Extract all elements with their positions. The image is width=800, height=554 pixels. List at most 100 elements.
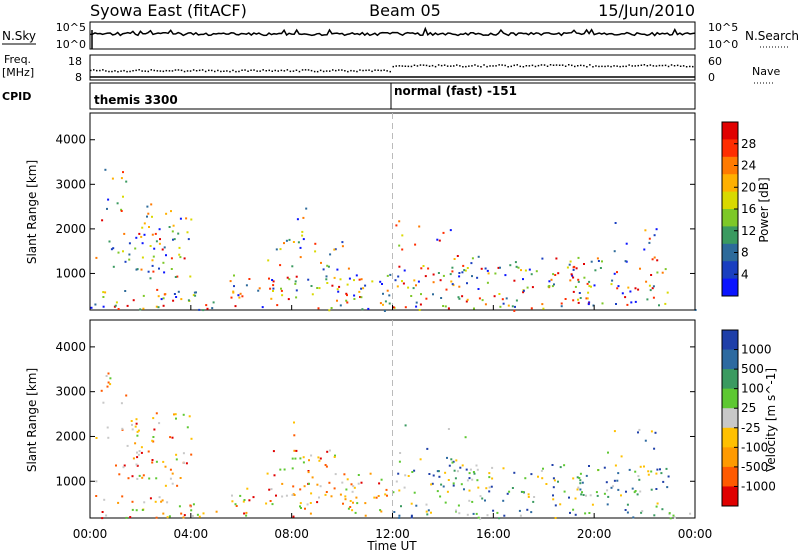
echo-cell: [105, 375, 108, 377]
echo-cell: [179, 217, 182, 220]
echo-cell: [215, 510, 218, 513]
echo-cell: [579, 297, 582, 299]
echo-cell: [553, 283, 555, 286]
echo-cell: [540, 469, 543, 472]
colorbar-swatch: [722, 243, 738, 262]
echo-cell: [177, 232, 180, 235]
echo-cell: [334, 248, 337, 251]
echo-cell: [639, 490, 642, 493]
echo-cell: [451, 283, 454, 286]
echo-cell: [102, 296, 105, 298]
echo-cell: [382, 303, 384, 306]
freq-point: [440, 64, 443, 67]
echo-cell: [400, 505, 402, 508]
freq-point: [555, 64, 558, 66]
nsearch-tick-top: 10^5: [708, 21, 738, 34]
echo-cell: [95, 480, 98, 483]
echo-cell: [603, 466, 606, 469]
echo-cell: [171, 482, 174, 485]
echo-cell: [472, 512, 475, 515]
echo-cell: [155, 516, 158, 519]
echo-cell: [293, 421, 295, 424]
echo-cell: [398, 460, 401, 463]
echo-cell: [530, 307, 533, 310]
echo-cell: [491, 466, 494, 469]
echo-cell: [301, 234, 304, 237]
echo-cell: [422, 265, 425, 267]
echo-cell: [206, 307, 209, 310]
echo-cell: [120, 177, 123, 180]
echo-cell: [564, 298, 567, 300]
echo-cell: [471, 478, 474, 481]
echo-cell: [175, 458, 178, 461]
echo-cell: [162, 261, 165, 264]
freq-point: [147, 70, 149, 73]
freq-point: [416, 65, 419, 67]
echo-cell: [445, 288, 448, 291]
freq-point: [141, 70, 143, 72]
echo-cell: [357, 482, 360, 485]
echo-cell: [281, 482, 284, 485]
echo-cell: [610, 283, 613, 286]
echo-cell: [302, 238, 305, 241]
echo-cell: [617, 472, 620, 475]
echo-cell: [444, 501, 447, 504]
colorbar-swatch: [722, 369, 738, 390]
echo-cell: [484, 303, 487, 306]
echo-cell: [611, 279, 614, 282]
echo-cell: [128, 242, 131, 245]
freq-point: [528, 65, 531, 67]
echo-cell: [175, 296, 178, 298]
echo-cell: [161, 248, 164, 251]
station-title: Syowa East (fitACF): [90, 1, 247, 20]
echo-cell: [568, 496, 570, 499]
freq-point: [204, 70, 207, 73]
echo-cell: [380, 478, 383, 481]
echo-cell: [149, 245, 152, 247]
echo-cell: [190, 509, 193, 512]
echo-cell: [381, 283, 383, 285]
echo-cell: [243, 499, 246, 501]
freq-point: [362, 69, 364, 72]
colorbar-tick-label: 25: [741, 401, 756, 415]
colorbar-tick-label: -500: [741, 460, 768, 474]
echo-cell: [292, 515, 295, 518]
nave-tick-top: 60: [708, 55, 722, 68]
echo-cell: [186, 231, 189, 234]
echo-cell: [415, 305, 418, 308]
echo-cell: [377, 495, 380, 497]
colorbar-swatch: [722, 191, 738, 210]
echo-cell: [198, 308, 201, 311]
echo-cell: [466, 298, 469, 301]
freq-point: [486, 65, 488, 68]
echo-cell: [309, 512, 312, 515]
echo-cell: [166, 501, 169, 504]
echo-cell: [136, 451, 138, 454]
echo-cell: [634, 490, 637, 492]
echo-cell: [590, 260, 593, 263]
echo-cell: [457, 504, 460, 507]
nsky-trace: [89, 26, 696, 49]
echo-cell: [624, 296, 627, 299]
echo-cell: [437, 470, 440, 473]
y-tick-label: 1000: [55, 474, 86, 488]
echo-cell: [265, 502, 268, 505]
echo-cell: [614, 464, 617, 467]
echo-cell: [613, 479, 616, 482]
velocity-y-ticks: 1000 2000 3000 4000: [55, 340, 695, 488]
velocity-colorbar: 1000 500 100 25 -25 -100 -500 -1000: [721, 329, 776, 507]
echo-cell: [287, 298, 290, 301]
freq-point: [692, 65, 694, 68]
freq-point: [595, 65, 597, 67]
echo-cell: [656, 259, 659, 262]
echo-cell: [654, 431, 657, 434]
echo-cell: [465, 300, 468, 303]
freq-point: [489, 65, 491, 67]
echo-cell: [633, 491, 636, 494]
echo-cell: [432, 474, 435, 477]
echo-cell: [307, 278, 310, 281]
echo-cell: [135, 463, 138, 466]
echo-cell: [329, 253, 332, 256]
freq-point: [628, 64, 630, 66]
echo-cell: [652, 285, 655, 288]
